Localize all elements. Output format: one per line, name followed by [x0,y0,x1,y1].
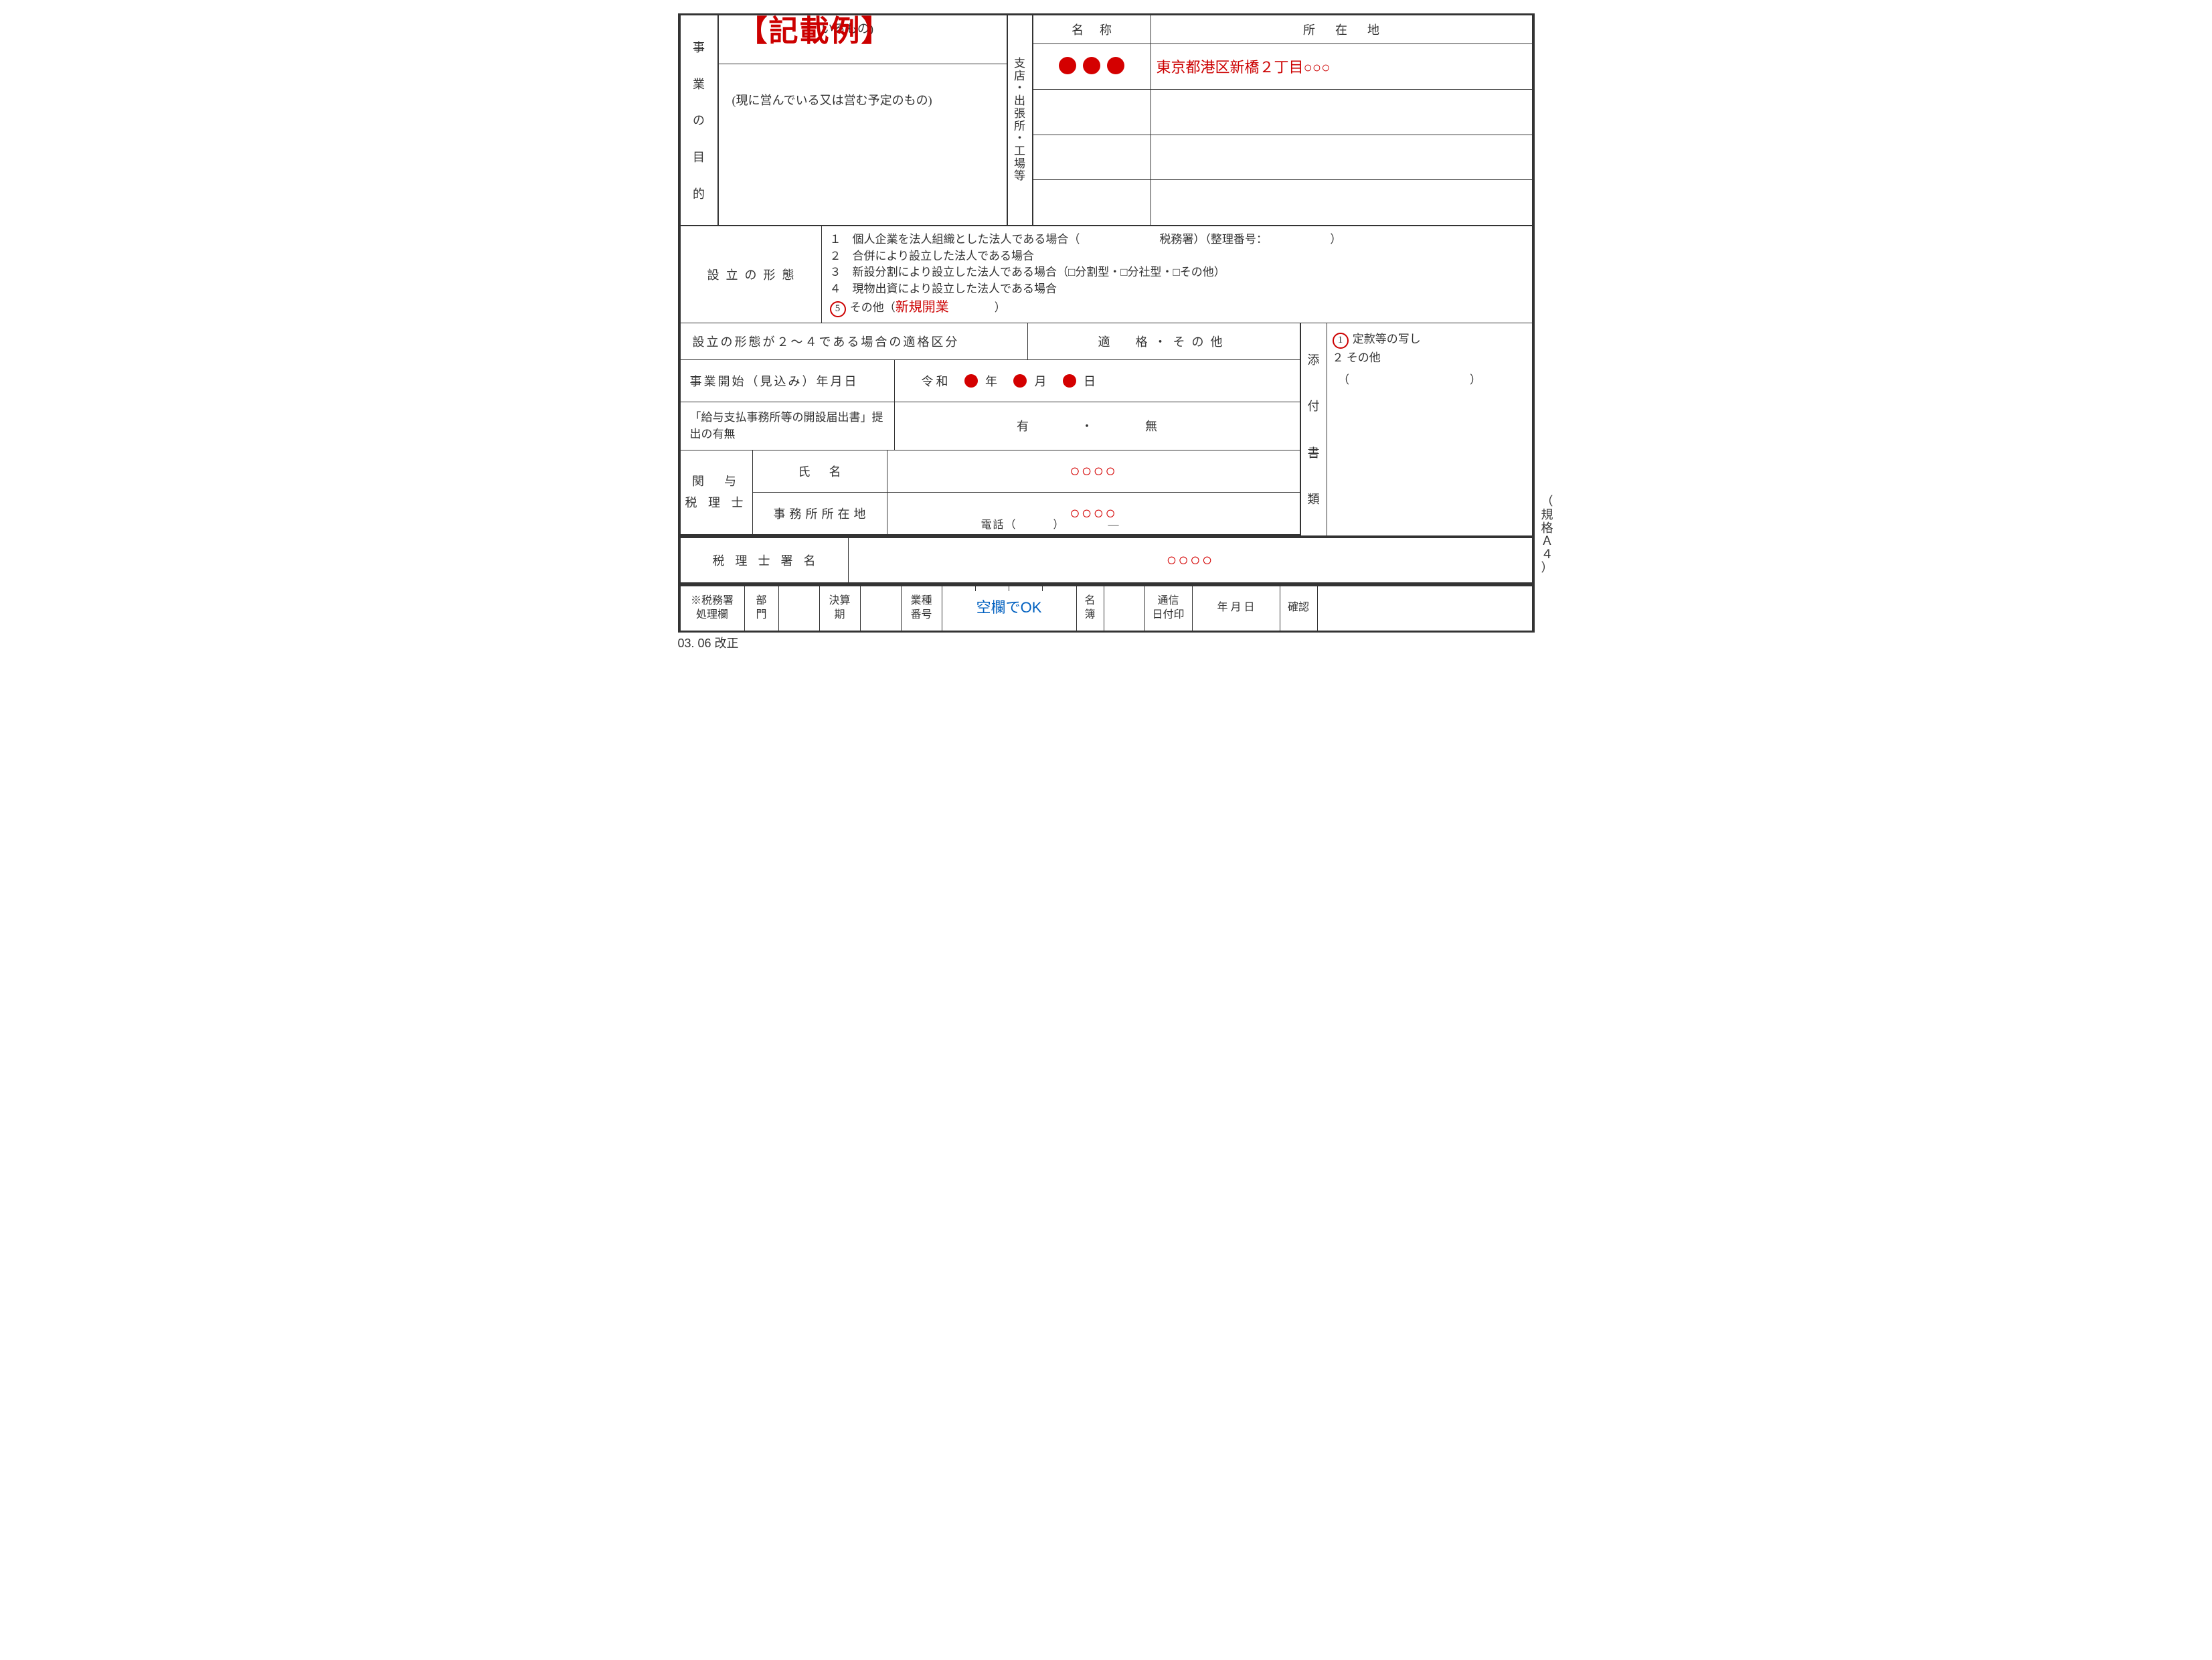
establishment-form-label: 設立の形態 [681,226,822,323]
dept-label: 部 門 [745,586,779,631]
section-office-use: ※税務署 処理欄 部 門 決算 期 業種 番号 空欄でOK 名 簿 通信 日付印… [681,586,1532,631]
section-start-date: 事業開始（見込み）年月日 令和 年 月 日 [681,360,1301,402]
section-salary-office: 「給与支払事務所等の開設届出書」提出の有無 有 ・ 無 [681,402,1301,450]
qualification-value: 適 格・その他 [1028,323,1301,359]
branch-head-location: 所在地 [1151,15,1532,44]
dot-icon [1013,374,1027,388]
list-label: 名 簿 [1077,586,1104,631]
mid-block: 設立の形態が２～４である場合の適格区分 適 格・その他 事業開始（見込み）年月日… [681,323,1532,535]
establishment-form-body: １ 個人企業を法人組織とした法人である場合（ 税務署）（整理番号： ） ２ 合併… [822,226,1532,323]
attachments-label: 添付書類 [1301,323,1327,535]
salary-office-label: 「給与支払事務所等の開設届出書」提出の有無 [681,402,895,450]
start-date-value: 令和 年 月 日 [895,360,1301,402]
branch-location-fill: 東京都港区新橋２丁目○○○ [1157,56,1331,77]
accountant-addr-label: 事務所所在地 [753,493,887,534]
side-format-note: （規格Ａ４） [1541,495,1555,575]
confirm-label: 確認 [1280,586,1318,631]
qualification-label: 設立の形態が２～４である場合の適格区分 [681,323,1028,359]
business-purpose-label: 事業の目的 [681,15,719,225]
fiscal-label: 決算 期 [820,586,861,631]
ymd-label: 年 月 日 [1193,586,1280,631]
industry-label: 業種 番号 [902,586,942,631]
office-use-label: ※税務署 処理欄 [681,586,745,631]
tax-sign-fill: ○○○○ [1167,550,1214,570]
dot-icon [1063,374,1076,388]
circled-5: 5 [830,301,846,317]
branch-name-fill [1055,57,1128,76]
form-frame: 事業の目的 （定款に記載しているもの) (現に営んでいる又は営む予定のもの) 支… [678,13,1535,633]
blank-ok-note: 空欄でOK [976,598,1042,618]
tax-sign-label: 税理士署名 [681,538,849,582]
dot-icon [964,374,978,388]
footer-revision: 03. 06 改正 [678,634,1535,651]
section-establishment-form: 設立の形態 １ 個人企業を法人組織とした法人である場合（ 税務署）（整理番号： … [681,226,1532,323]
purpose-note-bottom: (現に営んでいる又は営む予定のもの) [719,64,1007,225]
accountant-tel: 電話（ ） ― [981,515,1120,531]
tax-accountant-vlabel: 関 与 税 理 士 [681,450,753,534]
accountant-name-fill: ○○○○ [1070,461,1117,481]
branch-vertical-label: 支店・出張所・工場等 [1008,15,1033,225]
comm-date-label: 通信 日付印 [1145,586,1193,631]
salary-office-value: 有 ・ 無 [895,402,1301,450]
circled-1: 1 [1333,333,1349,349]
attachments-body: 1 定款等の写し ２ その他 （） [1327,323,1532,535]
branch-row: 東京都港区新橋２丁目○○○ [1033,44,1532,90]
branch-row [1033,135,1532,181]
example-overlay-title: 【記載例】 [738,7,892,50]
attachments-column: 添付書類 1 定款等の写し ２ その他 （） [1300,323,1532,535]
start-date-label: 事業開始（見込み）年月日 [681,360,895,402]
section-qualification: 設立の形態が２～４である場合の適格区分 適 格・その他 [681,323,1301,360]
other-fill: 新規開業 [896,300,949,315]
section-tax-accountant: 関 与 税 理 士 氏名 ○○○○ 事務所所在地 ○○○○ 電話（ ） [681,450,1301,535]
accountant-name-label: 氏名 [753,450,887,492]
branch-head-name: 名称 [1033,15,1151,44]
section-tax-accountant-sign: 税理士署名 ○○○○ [681,538,1532,584]
branch-row [1033,180,1532,225]
branch-table: 名称 所在地 東京都港区新橋２丁目○○○ [1033,15,1532,225]
branch-row [1033,90,1532,135]
